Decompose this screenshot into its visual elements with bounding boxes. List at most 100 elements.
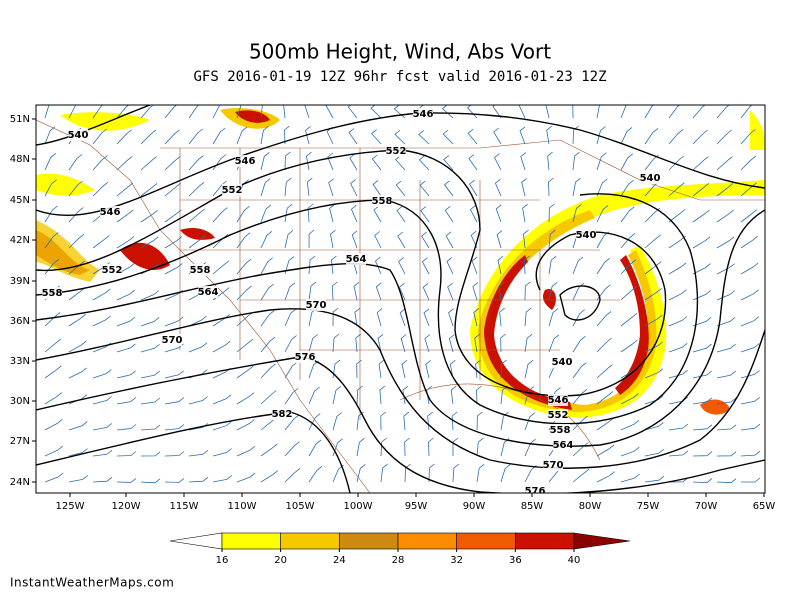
wind-barb [260, 363, 276, 379]
wind-barb [374, 231, 382, 249]
wind-barb [375, 282, 382, 301]
lat-label: 33N [10, 356, 30, 367]
wind-barb [572, 125, 579, 145]
wind-barb [188, 342, 208, 353]
lat-label: 48N [10, 154, 30, 165]
wind-barb [332, 333, 340, 353]
wind-barb [260, 105, 263, 119]
wind-barb [116, 236, 135, 249]
wind-barb [419, 180, 430, 197]
wind-barb [44, 392, 63, 405]
contour-label: 582 [272, 409, 293, 420]
wind-barb [692, 105, 706, 119]
wind-barb [596, 364, 613, 379]
wind-barb [500, 411, 509, 431]
wind-barb [68, 367, 87, 379]
wind-barb [92, 128, 107, 145]
wind-barb [308, 334, 318, 353]
wind-barb [500, 359, 507, 379]
wind-barb [356, 464, 366, 483]
wind-barb [572, 362, 587, 379]
wind-barb [520, 152, 527, 171]
wind-barb [375, 256, 382, 275]
wind-barb [325, 105, 334, 119]
wind-barb [212, 260, 229, 275]
wind-barb [620, 105, 627, 119]
wind-barb [524, 307, 532, 327]
wind-barb [373, 205, 382, 223]
contour-label-bg [552, 356, 572, 368]
wind-barb [212, 127, 226, 145]
wind-barb [399, 308, 406, 327]
wind-barb [443, 180, 454, 197]
wind-barb [92, 181, 109, 197]
wind-barb [284, 361, 298, 379]
wind-barb [523, 255, 530, 275]
wind-barb [68, 154, 83, 171]
contour-label-bg [525, 485, 545, 493]
wind-barb [620, 153, 634, 171]
wind-barb [498, 281, 505, 301]
wind-barb [428, 437, 434, 457]
wind-barb [330, 229, 336, 249]
wind-barb [356, 385, 363, 405]
wind-barb [524, 386, 535, 405]
contour-label: 546 [100, 207, 121, 218]
wind-barb [260, 257, 273, 275]
contour-label: 546 [413, 109, 434, 120]
contour-label: 540 [68, 130, 89, 141]
wind-barb [596, 471, 615, 483]
wind-barb [716, 343, 736, 353]
wind-barb [740, 450, 761, 457]
contour-label: 552 [386, 146, 407, 157]
wind-barb [740, 289, 759, 301]
wind-barb [445, 231, 454, 249]
wind-barb [596, 257, 610, 275]
wind-barb [44, 126, 56, 145]
wind-barb [116, 105, 130, 119]
wind-barb [469, 179, 478, 197]
contour-label-bg [553, 439, 573, 451]
wind-barb [450, 385, 457, 405]
wind-barb [284, 388, 299, 405]
wind-barb [716, 129, 733, 145]
wind-barb [379, 385, 386, 405]
colorbar-label: 16 [216, 555, 229, 566]
wind-barb [596, 444, 615, 457]
wind-barb [471, 256, 478, 275]
wind-barb [644, 448, 664, 457]
wind-barb [377, 333, 384, 353]
wind-barb [44, 312, 61, 327]
wind-barb [284, 229, 294, 249]
wind-barb [332, 307, 339, 327]
wind-barb [44, 338, 62, 353]
wind-barb [496, 230, 503, 249]
wind-barb [284, 151, 291, 171]
wind-barb [44, 152, 57, 171]
wind-barb [572, 309, 585, 327]
wind-barb [380, 463, 388, 483]
wind-barb [164, 105, 178, 119]
wind-barb [116, 209, 134, 223]
contour-label: 570 [306, 300, 327, 311]
wind-barb [596, 311, 612, 327]
wind-barb [236, 105, 242, 119]
wind-barb [116, 316, 136, 327]
wind-barb [140, 209, 158, 223]
wind-barb [284, 256, 295, 275]
wind-barb [164, 451, 185, 457]
wind-barb [284, 308, 296, 327]
wind-barb [260, 178, 271, 197]
wind-barb [44, 472, 64, 483]
wind-barb [260, 125, 269, 145]
wind-barb [620, 446, 640, 457]
contour-label-bg [346, 253, 366, 265]
contour-label: 558 [550, 425, 571, 436]
lat-label: 39N [10, 276, 30, 287]
wind-barb [284, 177, 292, 197]
wind-barb [349, 153, 358, 171]
wind-barb [188, 449, 209, 457]
wind-barb [355, 333, 362, 353]
wind-barb [308, 255, 316, 275]
wind-barb [212, 475, 233, 483]
